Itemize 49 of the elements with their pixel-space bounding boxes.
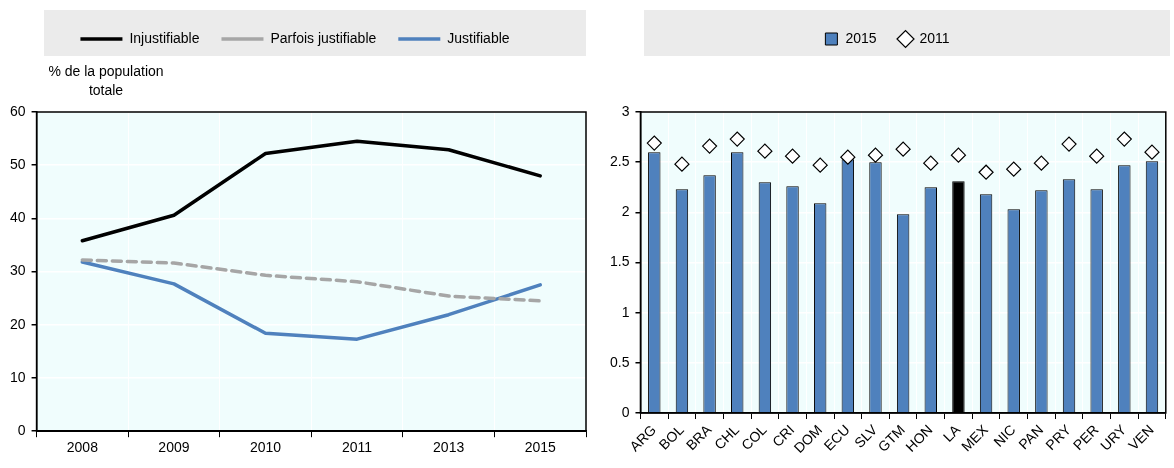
x-tick-label: BOL bbox=[655, 421, 687, 453]
point bbox=[1144, 144, 1160, 160]
y-tick-label: 10 bbox=[9, 368, 26, 385]
legend-label: Parfois justifiable bbox=[270, 29, 377, 46]
point bbox=[950, 147, 967, 163]
y-tick-label: 30 bbox=[9, 262, 26, 279]
legend-label: Injustifiable bbox=[129, 29, 200, 46]
point bbox=[757, 143, 773, 159]
y-tick-label: 0 bbox=[17, 422, 26, 439]
x-tick-label: NIC bbox=[990, 421, 1019, 450]
y-tick-label: 1 bbox=[621, 303, 630, 320]
point bbox=[729, 131, 745, 147]
x-tick-label: 2009 bbox=[158, 439, 190, 456]
x-tick-label: 2013 bbox=[433, 439, 465, 456]
y-tick-label: 2 bbox=[621, 203, 630, 220]
point bbox=[1033, 155, 1049, 171]
point bbox=[701, 138, 718, 154]
y-tick-label: 20 bbox=[9, 315, 26, 332]
point bbox=[674, 156, 690, 172]
point bbox=[895, 141, 911, 157]
y-tick-label: 0.5 bbox=[609, 353, 630, 370]
point bbox=[1089, 148, 1105, 164]
y-tick-label: 3 bbox=[621, 102, 630, 119]
y-tick-label: 2.5 bbox=[609, 153, 630, 170]
point bbox=[1006, 161, 1022, 177]
x-tick-label: 2011 bbox=[342, 439, 373, 456]
point bbox=[923, 155, 939, 171]
y-tick-label: 0 bbox=[621, 403, 630, 420]
legend-label: 2011 bbox=[919, 29, 950, 46]
y-tick-label: 40 bbox=[9, 209, 26, 226]
legend-label: Justifiable bbox=[447, 29, 510, 46]
point bbox=[646, 135, 662, 151]
point bbox=[867, 147, 884, 163]
point bbox=[812, 157, 828, 173]
point bbox=[1116, 131, 1132, 147]
x-tick-label: 2010 bbox=[249, 439, 282, 456]
x-tick-label: 2015 bbox=[524, 439, 556, 456]
line-series bbox=[80, 258, 542, 303]
point bbox=[978, 164, 994, 180]
x-tick-label: VEN bbox=[1125, 421, 1157, 454]
y-tick-label: 50 bbox=[9, 156, 26, 173]
y-tick-label: 1.5 bbox=[609, 253, 630, 270]
point bbox=[840, 149, 856, 165]
legend-label: 2015 bbox=[845, 29, 877, 46]
x-tick-label: 2008 bbox=[66, 439, 99, 456]
point bbox=[784, 148, 801, 164]
y-tick-label: 60 bbox=[9, 102, 26, 119]
y-axis-title: % de la population totale bbox=[47, 62, 165, 100]
point bbox=[1061, 136, 1077, 152]
